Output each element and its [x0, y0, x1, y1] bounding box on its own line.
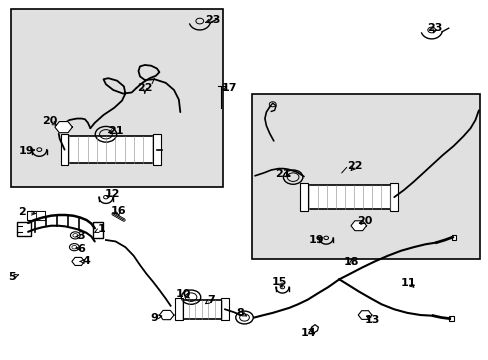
Polygon shape [159, 310, 174, 320]
Text: 1: 1 [97, 224, 105, 234]
Bar [153, 134, 161, 165]
Text: 5: 5 [8, 272, 16, 282]
Text: 3: 3 [78, 231, 85, 242]
Text: 2: 2 [18, 207, 26, 217]
Text: 21: 21 [274, 168, 289, 179]
Bar [300, 183, 307, 211]
Bar [448, 316, 453, 321]
Text: 21: 21 [108, 126, 123, 136]
Bar [64, 136, 157, 163]
Text: 10: 10 [176, 289, 191, 298]
Text: 20: 20 [42, 116, 58, 126]
Text: 14: 14 [300, 328, 316, 338]
Text: 19: 19 [19, 146, 35, 156]
Text: 11: 11 [400, 278, 416, 288]
Bar [178, 300, 224, 319]
Bar [304, 185, 393, 209]
Polygon shape [358, 311, 371, 319]
Text: 12: 12 [104, 189, 120, 199]
Bar [27, 211, 45, 220]
Bar [451, 235, 456, 240]
Text: 8: 8 [236, 308, 244, 318]
Text: 7: 7 [207, 295, 215, 305]
Text: 22: 22 [137, 83, 152, 93]
Text: 22: 22 [347, 161, 363, 171]
Text: 23: 23 [205, 15, 220, 25]
Bar [11, 9, 222, 187]
Text: 15: 15 [271, 277, 286, 287]
Text: 17: 17 [221, 83, 236, 93]
Polygon shape [55, 122, 72, 133]
Bar [251, 94, 479, 258]
Text: 20: 20 [357, 216, 372, 226]
Bar [17, 222, 30, 236]
Text: 19: 19 [308, 235, 324, 245]
Text: 18: 18 [343, 257, 359, 267]
Text: 4: 4 [82, 256, 90, 266]
Text: 9: 9 [150, 312, 158, 323]
Bar [389, 183, 397, 211]
Bar [93, 222, 103, 238]
Polygon shape [350, 221, 366, 231]
Bar [61, 134, 68, 165]
Polygon shape [72, 257, 84, 265]
Bar [174, 298, 182, 320]
Text: 16: 16 [110, 206, 125, 216]
Text: 6: 6 [78, 244, 85, 253]
Bar [36, 211, 45, 220]
Bar [221, 298, 228, 320]
Text: 13: 13 [364, 315, 379, 325]
Text: 23: 23 [427, 23, 442, 33]
